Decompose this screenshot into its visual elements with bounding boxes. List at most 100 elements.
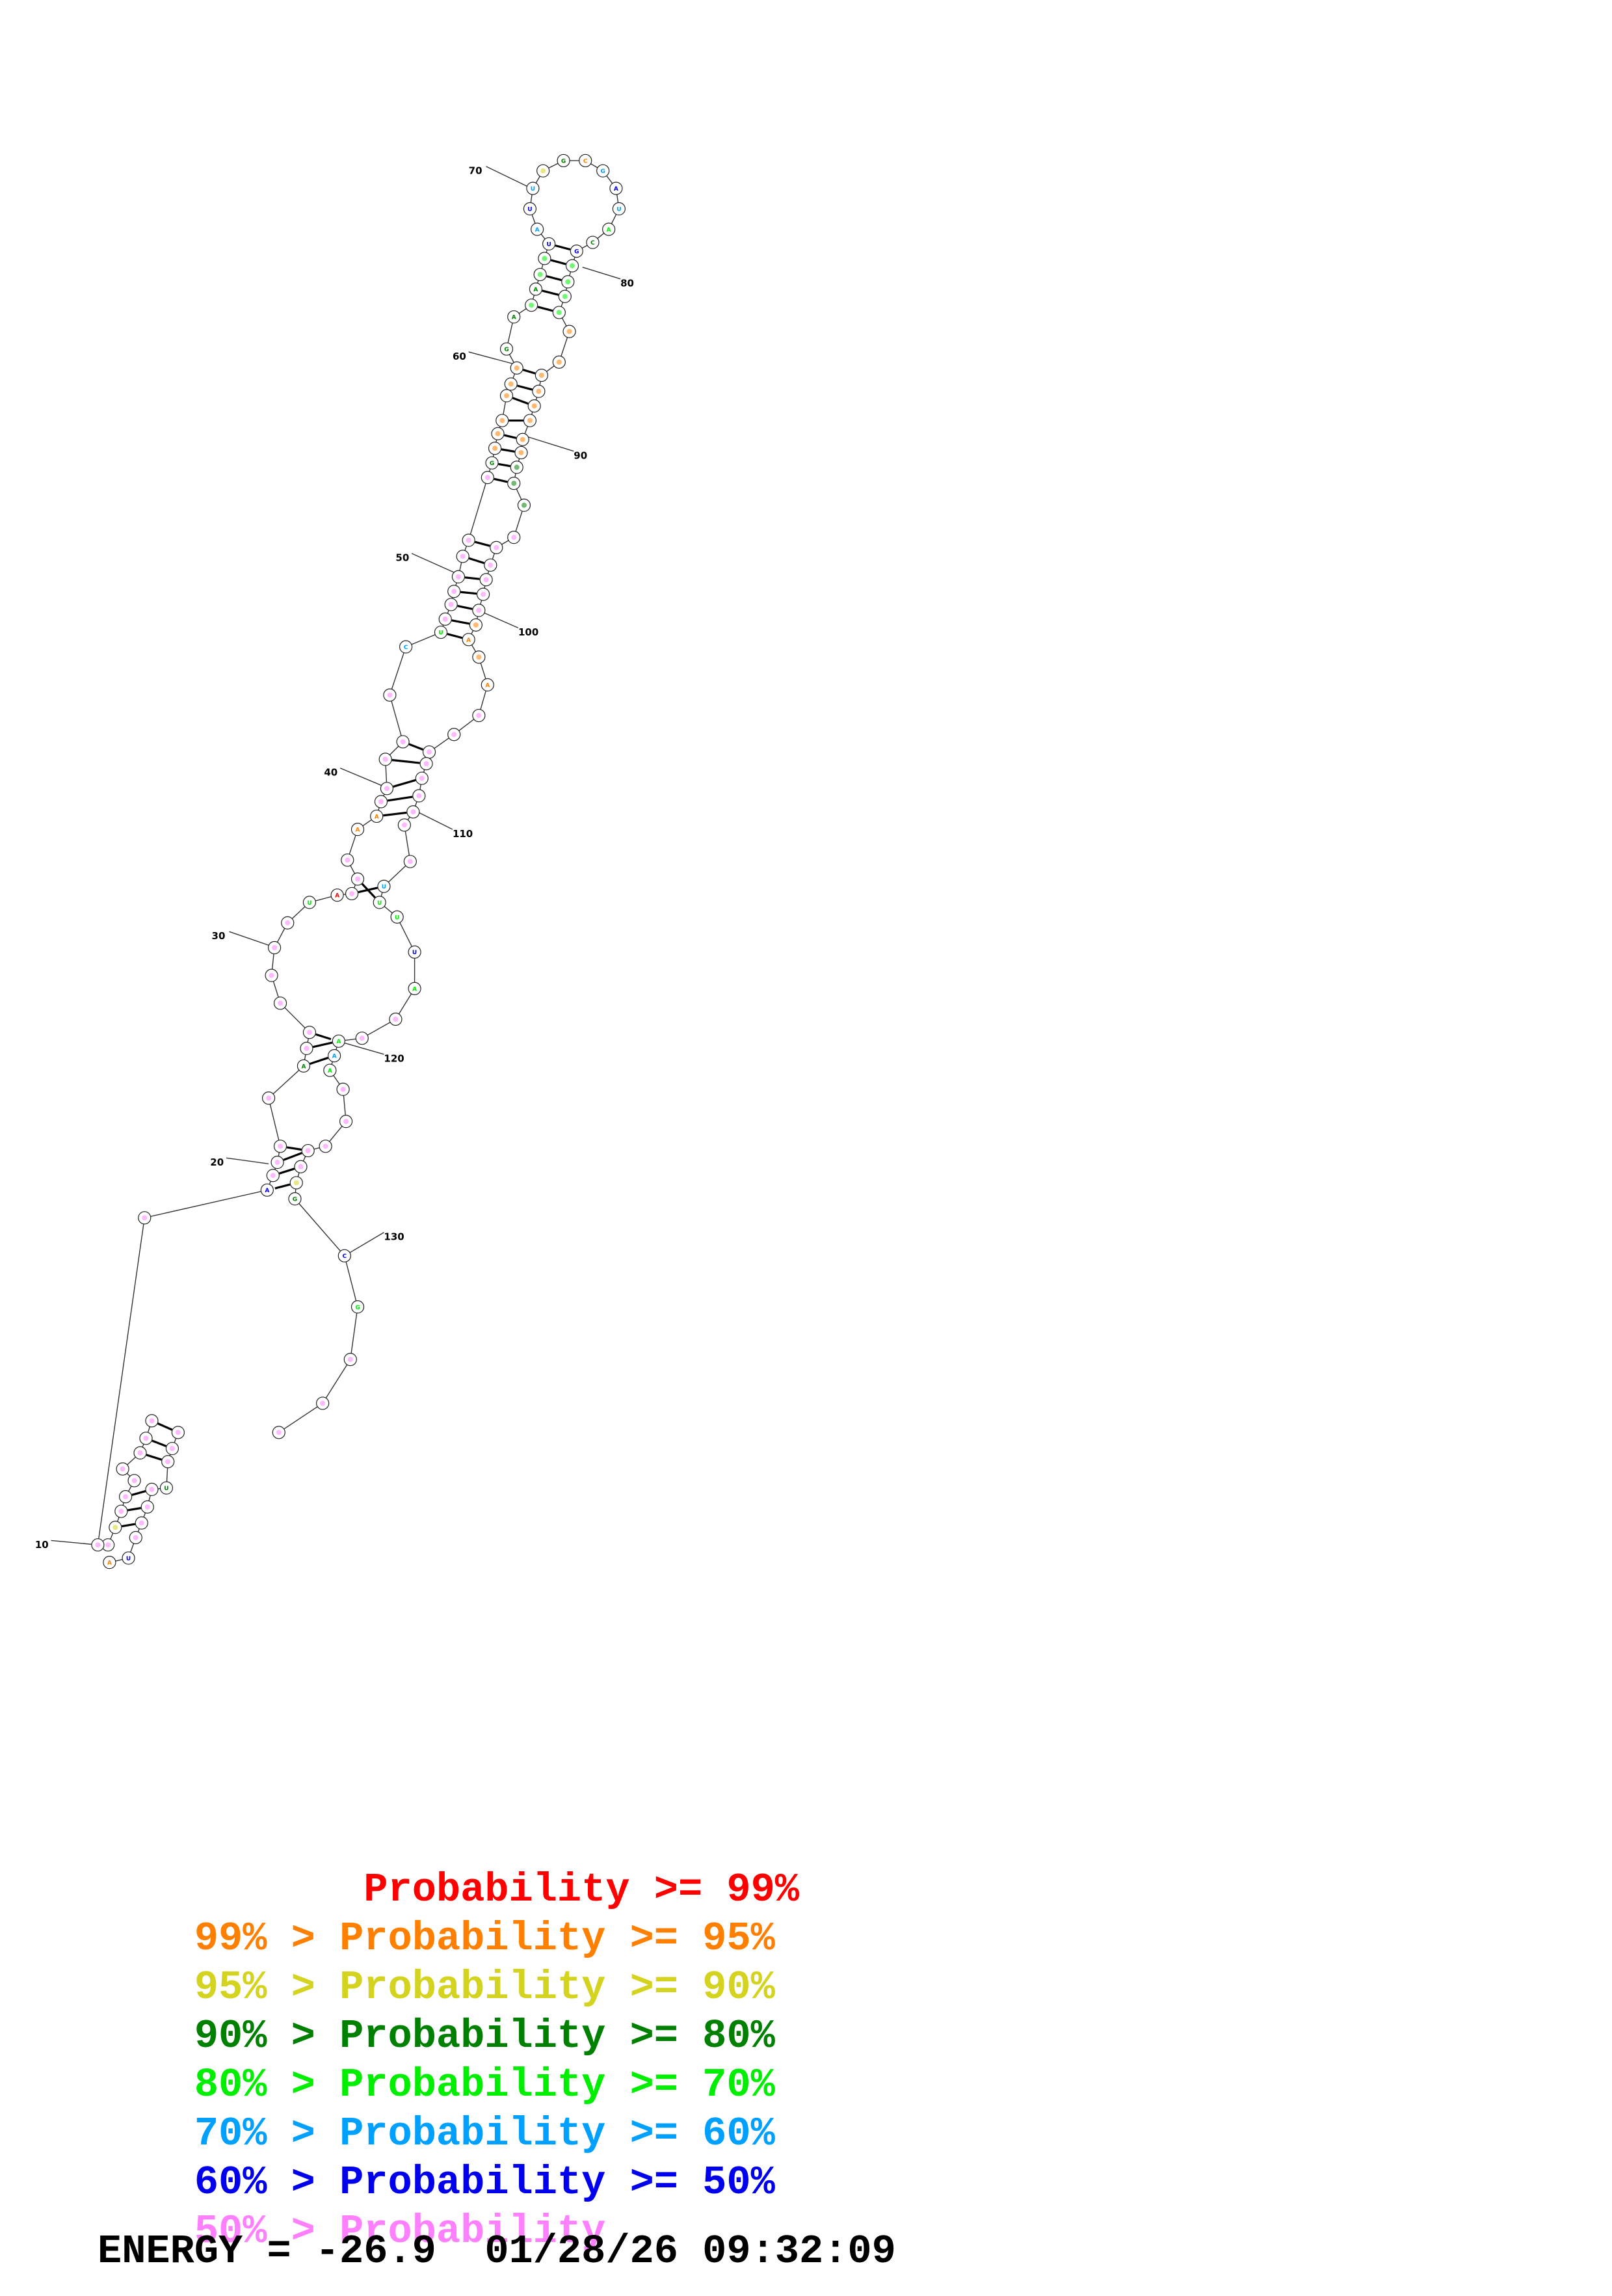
nucleotide [412,789,426,803]
base-pair-bond [460,591,477,595]
position-tick [468,351,513,364]
nucleotide [444,598,458,611]
nucleotide [397,818,411,832]
nucleotide [129,1530,142,1545]
legend-row: 50% > Probability [98,2169,606,2252]
nucleotide [451,570,466,583]
base-pair-bond [451,619,470,625]
nucleotide: A [408,981,421,995]
nucleotide-circle [323,1063,337,1077]
nucleotide-dot [323,1143,328,1149]
nucleotide [316,1396,330,1410]
nucleotide-letter: A [328,1068,332,1075]
legend-prefix: 70% > [194,2111,340,2157]
nucleotide [527,399,541,413]
position-label: 30 [212,930,226,942]
nucleotide [561,275,575,289]
position-label: 90 [574,449,587,461]
nucleotide [135,1516,148,1530]
nucleotide [271,1155,284,1169]
backbone-segment [350,1307,358,1360]
nucleotide-circle [529,282,543,296]
nucleotide: U [390,910,404,924]
nucleotide [355,1032,369,1045]
nucleotide: A [350,823,365,836]
legend-suffix: >= 90% [605,1964,775,2010]
nucleotide [374,795,388,808]
nucleotide [140,1500,154,1514]
nucleotide: C [399,640,413,654]
nucleotide-dot [448,602,454,607]
nucleotide: C [337,1249,351,1262]
nucleotide: G [596,164,610,178]
base-pair-bond [447,633,463,639]
nucleotide-dot [508,381,514,387]
nucleotide-dot [511,481,517,487]
nucleotide-dot [276,1430,282,1435]
nucleotide [469,618,482,632]
nucleotide-circle [507,310,521,324]
nucleotide-letter: U [382,884,386,890]
base-pair-bond [310,1056,329,1065]
nucleotide-circle [350,823,365,836]
nucleotide-letter: U [412,950,417,956]
position-label: 110 [453,828,473,840]
nucleotide-dot [488,562,494,568]
nucleotide-dot [476,654,482,660]
nucleotide-dot [305,1148,311,1154]
nucleotide: A [332,1034,345,1048]
nucleotide-dot [139,1520,144,1526]
nucleotide-dot [378,799,384,805]
nucleotide [127,1474,141,1488]
nucleotide [267,941,282,955]
nucleotide-dot [345,857,350,863]
nucleotide [109,1521,122,1534]
nucleotide-letter: G [355,1305,360,1311]
nucleotide-dot [123,1494,129,1500]
nucleotide [536,164,550,178]
nucleotide-letter: A [412,986,417,993]
backbone-segment [280,1002,310,1033]
nucleotide-circle [337,1249,351,1262]
base-pair-bond [283,1152,302,1161]
base-pair-bond [152,1439,167,1447]
nucleotide-dot [531,403,537,409]
nucleotide-circle [579,154,592,168]
nucleotide: C [579,154,592,168]
nucleotide [139,1432,153,1445]
nucleotide-letter: A [607,227,611,234]
nucleotide-dot [527,418,533,423]
legend-label: Probability [339,2208,606,2254]
base-pair-bonds [122,244,571,1528]
nucleotide: A [602,222,616,236]
base-pair-bond [122,1523,136,1528]
nucleotide [447,728,461,741]
nucleotide [472,604,486,617]
nucleotide: A [330,888,344,902]
nucleotide-letter: A [265,1188,269,1194]
position-label: 60 [453,351,466,362]
base-pair-bond [312,1041,333,1048]
legend-row: 99% > Probability >= 95% [98,1876,775,1960]
base-pair-bond [537,306,553,312]
nucleotide-dot [407,859,413,864]
nucleotide [499,389,514,403]
nucleotide-circle [499,342,514,356]
legend-suffix: >= 60% [605,2111,775,2157]
nucleotide-dot [427,749,432,755]
nucleotide-dot [556,310,562,315]
nucleotide-letter: A [512,315,516,321]
nucleotide: A [323,1063,337,1077]
base-pair-bond [542,289,559,296]
nucleotide-letter: C [343,1253,347,1260]
nucleotide-circle [542,237,556,251]
nucleotide-dot [169,1446,175,1452]
nucleotide [300,1041,313,1056]
nucleotide: A [507,310,521,324]
nucleotide: U [434,625,448,639]
nucleotide-letter: U [395,914,399,921]
nucleotide [383,688,397,702]
backbone-segment [268,1098,281,1147]
nucleotide: G [499,342,514,356]
nucleotide [406,805,420,819]
